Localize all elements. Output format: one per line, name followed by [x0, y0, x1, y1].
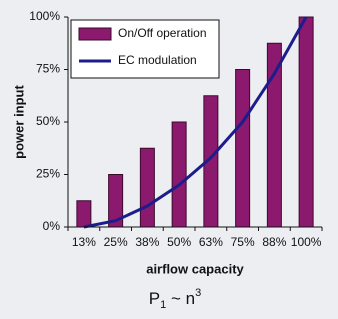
formula-part: 1 [160, 299, 166, 311]
y-tick-label: 25% [36, 167, 60, 181]
y-tick-label: 0% [43, 219, 61, 233]
y-tick-label: 75% [36, 62, 60, 76]
bar [139, 147, 155, 228]
x-tick-label: 50% [167, 235, 191, 249]
y-axis-title: power input [11, 85, 26, 159]
legend-swatch [78, 27, 112, 41]
formula-part: ~ n [166, 289, 195, 308]
bar [235, 69, 251, 228]
bar [298, 16, 314, 228]
line [83, 16, 308, 229]
formula-part: 3 [195, 287, 201, 299]
x-tick-label: 88% [262, 235, 286, 249]
x-tick-label: 25% [104, 235, 128, 249]
x-tick-label: 13% [72, 235, 96, 249]
bar [171, 121, 187, 228]
formula-part: P [149, 289, 160, 308]
formula: P1 ~ n3 [149, 287, 201, 311]
x-tick-label: 75% [231, 235, 255, 249]
y-tick-label: 50% [36, 114, 60, 128]
x-tick-label: 100% [291, 235, 322, 249]
y-tick-label: 100% [29, 9, 60, 23]
x-tick-label: 38% [135, 235, 159, 249]
legend-label: On/Off operation [118, 26, 207, 40]
legend-label: EC modulation [118, 53, 197, 67]
x-tick-label: 63% [199, 235, 223, 249]
x-axis-title: airflow capacity [146, 261, 244, 276]
bar [76, 200, 92, 228]
